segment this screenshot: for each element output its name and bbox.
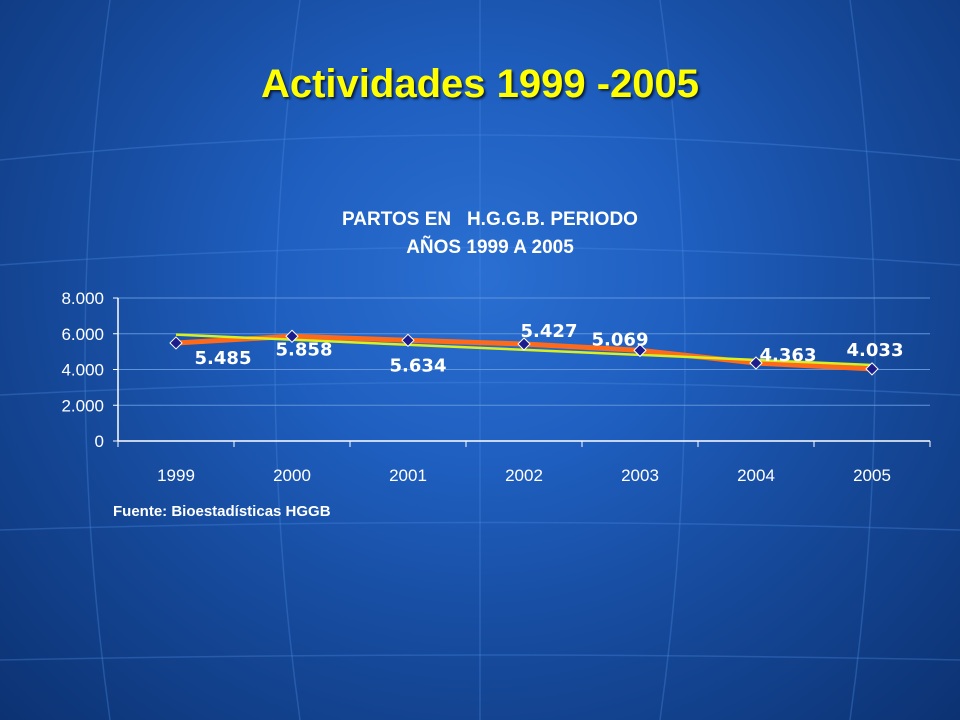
y-tick-label: 0: [95, 432, 104, 451]
data-point-marker: [169, 336, 183, 350]
data-point-marker: [865, 362, 879, 376]
x-tick-label: 2001: [389, 466, 427, 485]
y-tick-label: 2.000: [61, 396, 104, 415]
chart-title-line-1: PARTOS EN H.G.G.B. PERIODO: [342, 209, 638, 230]
x-tick-label: 1999: [157, 466, 195, 485]
y-tick-label: 6.000: [61, 325, 104, 344]
data-point-marker: [633, 343, 647, 358]
data-label: 5.485: [195, 348, 252, 369]
x-tick-label: 2005: [853, 466, 891, 485]
slide-title: Actividades 1999 -2005: [260, 62, 700, 106]
data-point-marker: [749, 356, 763, 370]
x-tick-label: 2003: [621, 466, 659, 485]
data-label: 4.033: [847, 340, 904, 361]
data-point-marker: [517, 337, 531, 351]
data-point-marker: [401, 333, 415, 347]
data-label: 5.427: [521, 321, 578, 342]
chart-title-line-2: AÑOS 1999 A 2005: [406, 237, 574, 258]
chart-title: PARTOS EN H.G.G.B. PERIODO AÑOS 1999 A 2…: [240, 206, 740, 262]
y-tick-label: 8.000: [61, 289, 104, 308]
y-tick-label: 4.000: [61, 361, 104, 380]
data-point-marker: [285, 329, 299, 343]
x-tick-label: 2004: [737, 466, 775, 485]
x-tick-label: 2000: [273, 466, 311, 485]
x-tick-label: 2002: [505, 466, 543, 485]
data-label: 5.634: [390, 355, 447, 376]
data-label: 5.069: [592, 329, 649, 350]
source-note: Fuente: Bioestadísticas HGGB: [113, 503, 331, 520]
data-label: 5.858: [276, 339, 333, 360]
data-label: 4.363: [760, 345, 817, 366]
